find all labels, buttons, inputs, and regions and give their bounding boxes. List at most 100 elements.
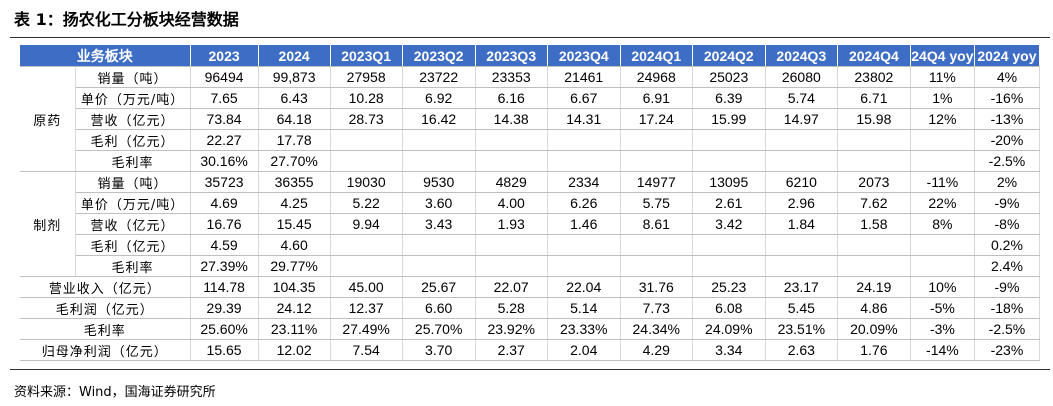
data-cell: -14% — [910, 339, 975, 361]
data-cell: 16.42 — [402, 108, 476, 130]
row-label: 归母净利润（亿元） — [20, 339, 191, 361]
table-row: 单价（万元/吨） 4.69 4.25 5.22 3.60 4.00 6.26 5.75 2.61… — [20, 192, 1041, 214]
data-cell: 1.46 — [547, 213, 621, 235]
data-cell: 2.04 — [547, 339, 621, 361]
table-row: 营收（亿元） 73.84 64.18 28.73 16.42 14.38 14.31 17.2… — [20, 108, 1041, 130]
empty-cell — [547, 234, 621, 256]
data-cell: 12% — [910, 108, 975, 130]
data-cell: 9530 — [402, 171, 476, 193]
row-label: 毛利（亿元） — [75, 129, 191, 151]
row-label: 单价（万元/吨） — [75, 192, 191, 214]
data-cell: 64.18 — [258, 108, 331, 130]
data-cell: 6.08 — [692, 297, 766, 319]
data-cell: 23.92% — [475, 318, 548, 340]
empty-cell — [837, 255, 911, 277]
empty-cell — [330, 234, 403, 256]
table-row: 毛利率 25.60% 23.11% 27.49% 25.70% 23.92% 23.33% 2… — [20, 318, 1041, 340]
data-cell: 6210 — [765, 171, 838, 193]
data-cell: 7.62 — [837, 192, 911, 214]
data-cell: 29.39 — [190, 297, 259, 319]
data-cell: 35723 — [190, 171, 259, 193]
empty-cell — [330, 150, 403, 172]
data-cell: 20.09% — [837, 318, 911, 340]
empty-cell — [402, 150, 476, 172]
empty-cell — [692, 234, 766, 256]
empty-cell — [547, 150, 621, 172]
table-row: 原药 销量（吨） 96494 99,873 27958 23722 23353 21461 24… — [20, 66, 1041, 172]
data-cell: 24.12 — [258, 297, 331, 319]
data-cell: 73.84 — [190, 108, 259, 130]
data-cell: 6.16 — [475, 87, 548, 109]
empty-cell — [837, 234, 911, 256]
data-cell: -18% — [974, 297, 1041, 319]
empty-cell — [475, 234, 548, 256]
table-row: 毛利（亿元） 22.27 17.78 -20% — [20, 129, 1041, 151]
table-row: 营业收入（亿元） 114.78 104.35 45.00 25.67 22.07 22.04… — [20, 276, 1041, 298]
data-cell: 45.00 — [330, 276, 403, 298]
data-cell: 5.75 — [620, 192, 693, 214]
data-cell: 13095 — [692, 171, 766, 193]
empty-cell — [765, 150, 838, 172]
data-cell: -2.5% — [974, 150, 1041, 172]
empty-cell — [765, 129, 838, 151]
data-cell: 12.02 — [258, 339, 331, 361]
column-header: 2024Q1 — [620, 45, 693, 67]
data-cell: 2.63 — [765, 339, 838, 361]
empty-cell — [475, 150, 548, 172]
data-cell: 23.17 — [765, 276, 838, 298]
empty-cell — [837, 129, 911, 151]
empty-cell — [620, 150, 693, 172]
column-header: 业务板块 — [20, 45, 191, 67]
empty-cell — [620, 255, 693, 277]
data-cell: 25023 — [692, 66, 766, 88]
data-cell: 14.38 — [475, 108, 548, 130]
table-wrap: 业务板块 2023 2024 2023Q1 2023Q2 2023Q3 2023Q4 2024… — [20, 45, 1041, 361]
data-cell: 36355 — [258, 171, 331, 193]
data-cell: 14.31 — [547, 108, 621, 130]
data-cell: 27958 — [330, 66, 403, 88]
data-cell: 25.67 — [402, 276, 476, 298]
data-cell: -9% — [974, 192, 1041, 214]
table-row: 归母净利润（亿元） 15.65 12.02 7.54 3.70 2.37 2.04 4.29 3… — [20, 339, 1041, 361]
empty-cell — [330, 255, 403, 277]
data-cell: 1.76 — [837, 339, 911, 361]
data-cell: 2334 — [547, 171, 621, 193]
data-cell: 1.84 — [765, 213, 838, 235]
data-cell: 27.39% — [190, 255, 259, 277]
data-cell: 4.60 — [258, 234, 331, 256]
source-note: 资料来源：Wind，国海证券研究所 — [14, 385, 216, 400]
data-cell: 3.70 — [402, 339, 476, 361]
empty-cell — [765, 234, 838, 256]
data-cell: 5.28 — [475, 297, 548, 319]
data-cell: 6.39 — [692, 87, 766, 109]
data-cell: 26080 — [765, 66, 838, 88]
data-cell: -16% — [974, 87, 1041, 109]
row-label: 毛利率 — [20, 318, 191, 340]
table-row: 营收（亿元） 16.76 15.45 9.94 3.43 1.93 1.46 8.61 3.42… — [20, 213, 1041, 235]
row-label: 销量（吨） — [75, 171, 191, 193]
data-cell: 6.43 — [258, 87, 331, 109]
data-cell: -5% — [910, 297, 975, 319]
column-header: 2024Q4 — [837, 45, 911, 67]
data-cell: 114.78 — [190, 276, 259, 298]
data-cell: 7.65 — [190, 87, 259, 109]
data-cell: 22.07 — [475, 276, 548, 298]
data-cell: 23.11% — [258, 318, 331, 340]
data-cell: 7.54 — [330, 339, 403, 361]
data-cell: 6.91 — [620, 87, 693, 109]
data-cell: 14977 — [620, 171, 693, 193]
data-cell: 4.00 — [475, 192, 548, 214]
data-cell: 23722 — [402, 66, 476, 88]
data-cell: 4% — [974, 66, 1041, 88]
data-cell: -9% — [974, 276, 1041, 298]
empty-cell — [692, 255, 766, 277]
data-cell: 15.98 — [837, 108, 911, 130]
row-label: 毛利（亿元） — [75, 234, 191, 256]
data-cell: 22% — [910, 192, 975, 214]
column-header: 2024 — [258, 45, 331, 67]
data-cell: 4.69 — [190, 192, 259, 214]
empty-cell — [765, 255, 838, 277]
data-cell: 2% — [974, 171, 1041, 193]
data-cell: 6.71 — [837, 87, 911, 109]
data-cell: 23353 — [475, 66, 548, 88]
